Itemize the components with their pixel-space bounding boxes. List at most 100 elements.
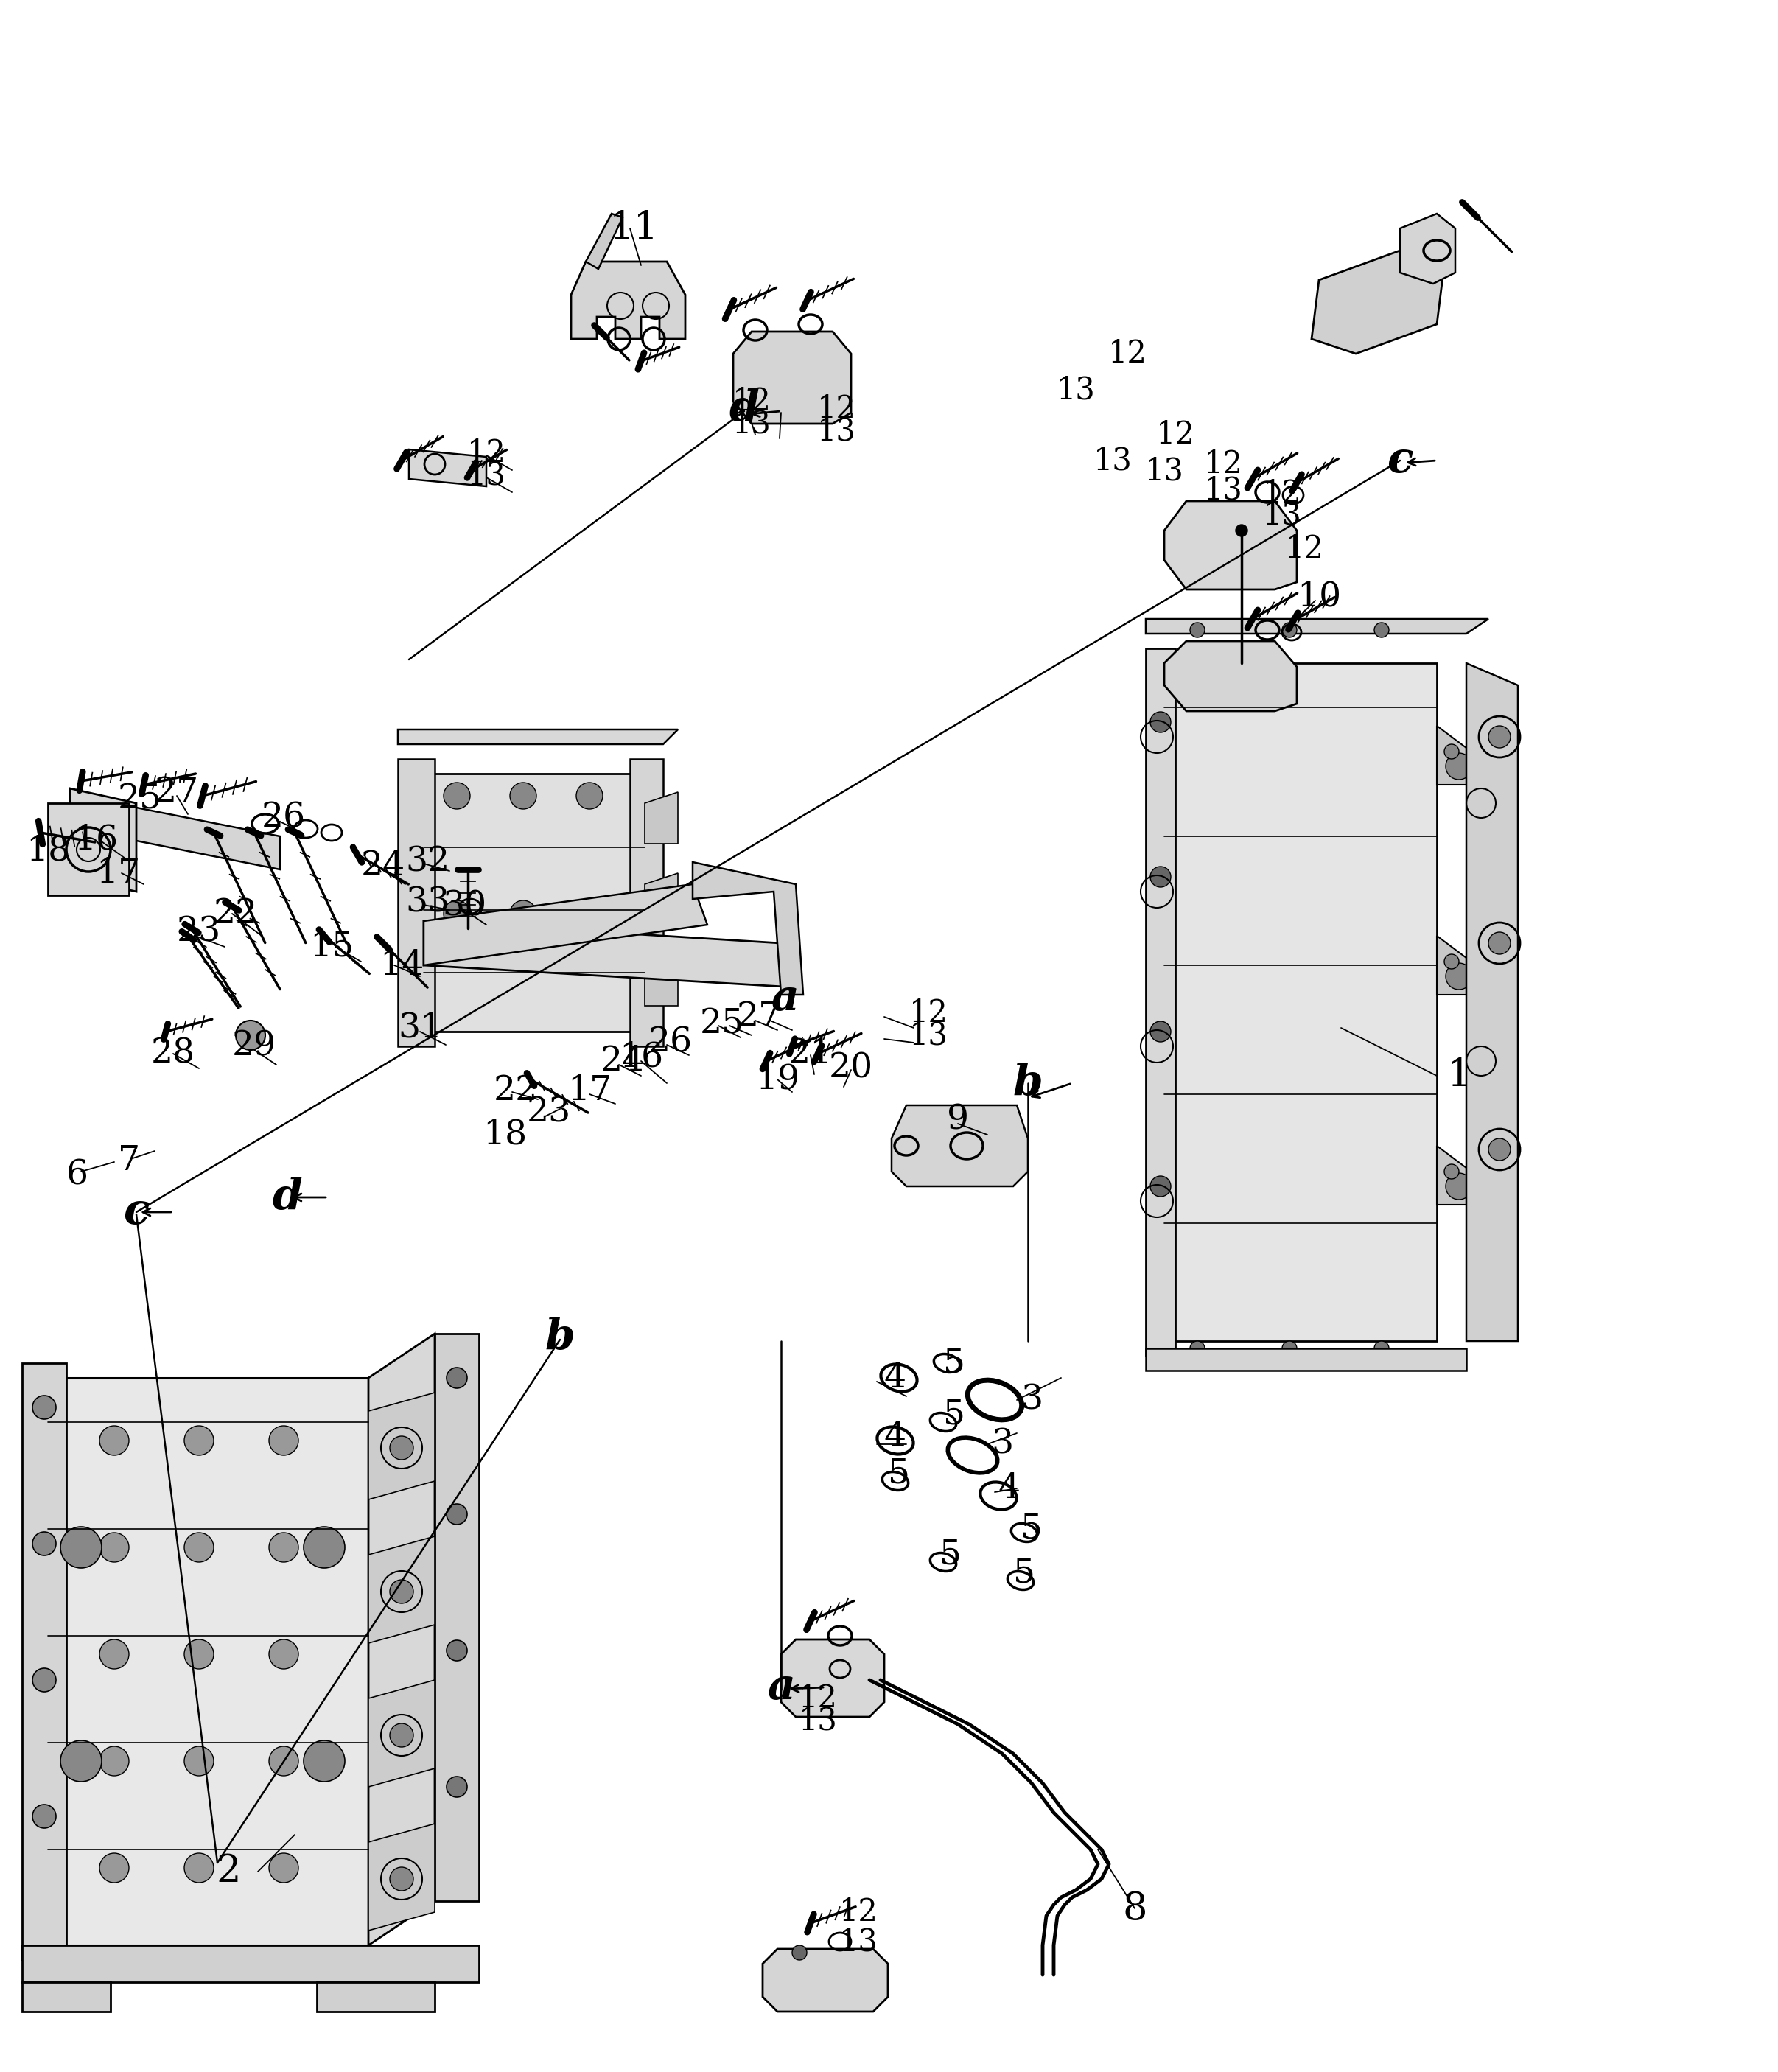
Polygon shape [48,804,130,895]
Circle shape [268,1533,299,1562]
Polygon shape [1437,1146,1467,1204]
Text: 9: 9 [948,1102,969,1138]
Text: 5: 5 [939,1537,962,1571]
Circle shape [443,783,469,808]
Circle shape [443,901,469,926]
Text: d: d [272,1177,302,1218]
Polygon shape [1312,251,1444,354]
Polygon shape [645,792,677,843]
Circle shape [185,1426,213,1455]
Text: 16: 16 [73,823,117,856]
Circle shape [268,1639,299,1668]
Circle shape [1150,866,1172,887]
Text: 18: 18 [25,835,69,868]
Circle shape [446,1504,468,1525]
Circle shape [185,1639,213,1668]
Polygon shape [1145,620,1488,634]
Circle shape [1282,1341,1296,1355]
Text: 26: 26 [649,1026,693,1059]
Text: c: c [1387,439,1414,481]
Text: 18: 18 [482,1119,526,1152]
Polygon shape [891,1104,1028,1187]
Text: 5: 5 [942,1347,965,1380]
Circle shape [32,1531,55,1556]
Text: 24: 24 [361,850,405,883]
Circle shape [1488,932,1511,955]
Text: 13: 13 [909,1019,948,1051]
Polygon shape [398,758,436,1046]
Circle shape [185,1533,213,1562]
Text: 13: 13 [1093,445,1133,477]
Text: 25: 25 [701,1007,745,1040]
Circle shape [185,1747,213,1776]
Text: 27: 27 [736,1001,781,1034]
Circle shape [1374,1341,1389,1355]
Polygon shape [368,1535,436,1643]
Text: 5: 5 [1021,1513,1042,1546]
Circle shape [1150,713,1172,731]
Polygon shape [1165,663,1437,1341]
Text: 13: 13 [733,408,772,439]
Text: 23: 23 [176,916,220,949]
Text: 4: 4 [999,1471,1021,1504]
Text: 20: 20 [829,1053,873,1086]
Circle shape [1488,725,1511,748]
Text: 6: 6 [66,1158,89,1191]
Text: 12: 12 [798,1682,837,1714]
Text: 5: 5 [942,1399,965,1432]
Polygon shape [1145,649,1175,1355]
Polygon shape [1437,725,1467,785]
Polygon shape [1165,501,1296,588]
Text: a: a [766,1666,795,1707]
Text: 26: 26 [261,802,306,835]
Circle shape [100,1533,130,1562]
Polygon shape [781,1639,884,1718]
Circle shape [1236,657,1248,669]
Polygon shape [1165,640,1296,711]
Text: 32: 32 [405,845,450,879]
Text: 17: 17 [567,1073,612,1106]
Polygon shape [645,955,677,1005]
Polygon shape [1467,663,1518,1341]
Text: 33: 33 [405,887,450,920]
Circle shape [268,1852,299,1883]
Circle shape [793,1946,807,1960]
Circle shape [60,1527,101,1569]
Text: 12: 12 [909,999,948,1028]
Text: 1: 1 [1447,1057,1472,1094]
Text: 12: 12 [816,394,855,425]
Circle shape [1374,622,1389,638]
Circle shape [185,1852,213,1883]
Text: 23: 23 [526,1096,571,1129]
Text: 29: 29 [233,1030,276,1063]
Text: 12: 12 [1156,419,1195,450]
Circle shape [446,1641,468,1662]
Circle shape [1150,1177,1172,1198]
Text: 24: 24 [601,1044,645,1077]
Text: 16: 16 [619,1040,663,1073]
Text: 5: 5 [887,1457,910,1490]
Polygon shape [21,1363,66,1960]
Text: b: b [1013,1063,1044,1104]
Circle shape [100,1852,130,1883]
Circle shape [1282,622,1296,638]
Circle shape [576,901,603,926]
Circle shape [32,1805,55,1828]
Text: 4: 4 [884,1361,907,1394]
Circle shape [60,1740,101,1782]
Polygon shape [1399,213,1454,284]
Text: 10: 10 [1296,580,1341,613]
Polygon shape [733,332,852,423]
Text: 11: 11 [608,209,658,247]
Circle shape [1150,1021,1172,1042]
Circle shape [1189,622,1205,638]
Text: 13: 13 [1145,456,1184,487]
Circle shape [100,1747,130,1776]
Circle shape [32,1668,55,1693]
Circle shape [1444,744,1460,758]
Text: 4: 4 [884,1419,907,1455]
Circle shape [304,1527,345,1569]
Polygon shape [368,1334,436,1946]
Text: 13: 13 [1262,499,1301,530]
Circle shape [1446,963,1472,990]
